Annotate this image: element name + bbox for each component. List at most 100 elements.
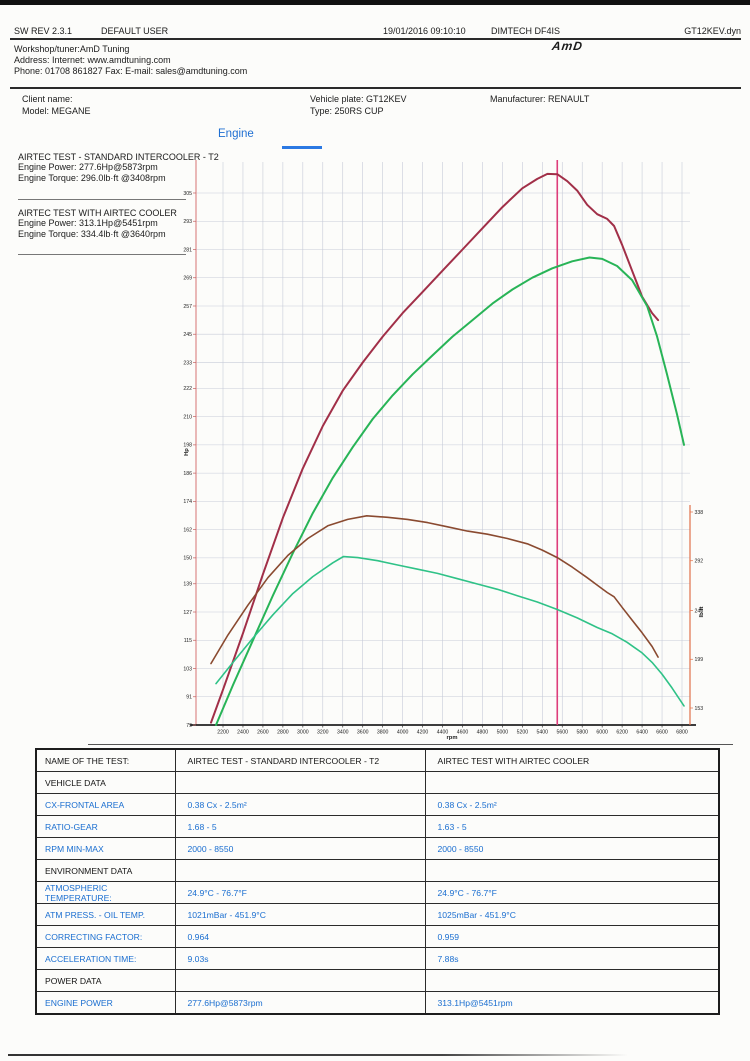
x-tick-label: 2600 (257, 730, 269, 736)
table-row: ACCELERATION TIME: 9.03s 7.88s (35, 947, 720, 970)
x-tick-label: 5800 (576, 730, 588, 736)
row-value (424, 859, 720, 882)
y-right-axis-title: lb·ft (699, 606, 705, 617)
row-value: 9.03s (174, 947, 426, 970)
legend-2-title: AIRTEC TEST WITH AIRTEC COOLER (18, 208, 177, 218)
row-value: 1025mBar - 451.9°C (424, 903, 720, 926)
x-tick-label: 3200 (317, 730, 329, 736)
y-left-tick-label: 293 (183, 219, 192, 225)
x-tick-label: 5600 (556, 730, 568, 736)
y-right-tick-label: 153 (695, 706, 704, 712)
x-tick-label: 4400 (437, 730, 449, 736)
legend-separator-2 (18, 254, 186, 255)
y-right-tick-label: 338 (695, 510, 704, 516)
row-value: 277.6Hp@5873rpm (174, 991, 426, 1015)
series-standard-power (215, 256, 685, 726)
x-tick-label: 3600 (357, 730, 369, 736)
dyno-chart: 79 91 103 115 127 139 150 162 174 186 198 210 222 233… (183, 160, 705, 741)
sw-rev: SW REV 2.3.1 (14, 26, 73, 36)
row-value: 2000 - 8550 (424, 837, 720, 860)
x-tick-label: 6000 (596, 730, 608, 736)
table-section-row: ENVIRONMENT DATA (35, 859, 720, 882)
legend-1-power: Engine Power: 277.6Hp@5873rpm (18, 162, 158, 172)
y-left-tick-label: 115 (184, 638, 192, 644)
table-top-rule (88, 744, 733, 745)
series-airtec-cooler-torque (210, 514, 659, 665)
y-left-tick-label: 245 (183, 332, 192, 338)
x-tick-label: 4600 (457, 730, 469, 736)
row-value: 0.964 (174, 925, 426, 948)
y-left-tick-label: 150 (183, 556, 192, 562)
row-label: ACCELERATION TIME: (35, 947, 176, 970)
row-value: 0.38 Cx - 2.5m² (424, 793, 720, 816)
y-left-tick-label: 222 (183, 386, 192, 392)
row-value (174, 859, 426, 882)
results-table: NAME OF THE TEST: AIRTEC TEST - STANDARD … (35, 748, 720, 1015)
y-left-tick-label: 127 (183, 610, 192, 616)
x-tick-label: 3800 (377, 730, 389, 736)
plate-block: Vehicle plate: GT12KEV Type: 250RS CUP (310, 94, 407, 117)
legend-1-title: AIRTEC TEST - STANDARD INTERCOOLER - T2 (18, 152, 219, 162)
y-right-tick-label: 245 (695, 608, 704, 614)
row-value: 0.959 (424, 925, 720, 948)
client-name: Client name: (22, 94, 73, 104)
row-label: POWER DATA (35, 969, 176, 992)
vehicle-type: Type: 250RS CUP (310, 105, 384, 116)
address-line: Address: Internet: www.amdtuning.com (14, 55, 171, 65)
y-left-tick-label: 210 (183, 414, 192, 420)
x-tick-label: 2400 (237, 730, 249, 736)
x-tick-label: 5000 (497, 730, 509, 736)
row-label: RPM MIN-MAX (35, 837, 176, 860)
axis-labels: 79 91 103 115 127 139 150 162 174 186 198 210 222 233… (183, 191, 705, 741)
phone-line: Phone: 01708 861827 Fax: E-mail: sales@a… (14, 66, 248, 76)
row-value: 7.88s (424, 947, 720, 970)
table-row: CX-FRONTAL AREA 0.38 Cx - 2.5m² 0.38 Cx - … (35, 793, 720, 816)
row-value: 1021mBar - 451.9°C (174, 903, 426, 926)
vehicle-model: Model: MEGANE (22, 105, 91, 116)
y-left-tick-label: 162 (183, 527, 192, 533)
legend-run-2: AIRTEC TEST WITH AIRTEC COOLER Engine Po… (18, 208, 177, 239)
dyn-filename: GT12KEV.dyn (684, 26, 741, 36)
x-tick-label: 5200 (517, 730, 529, 736)
row-value: 1.63 - 5 (424, 815, 720, 838)
row-value: 1.68 - 5 (174, 815, 426, 838)
row-value (174, 771, 426, 794)
header-divider (10, 87, 741, 89)
x-tick-label: 6600 (656, 730, 668, 736)
table-row: ATM PRESS. - OIL TEMP. 1021mBar - 451.9°C… (35, 903, 720, 926)
report-datetime: 19/01/2016 09:10:10 (383, 26, 466, 36)
row-label: ATMOSPHERIC TEMPERATURE: (35, 881, 176, 904)
table-row: RATIO-GEAR 1.68 - 5 1.63 - 5 (35, 815, 720, 838)
y-left-tick-label: 103 (183, 666, 192, 672)
x-tick-label: 2200 (217, 730, 229, 736)
table-row: ENGINE POWER 277.6Hp@5873rpm 313.1Hp@5451r… (35, 991, 720, 1015)
scan-top-bar (0, 0, 750, 5)
row-value: 2000 - 8550 (174, 837, 426, 860)
table-row: CORRECTING FACTOR: 0.964 0.959 (35, 925, 720, 948)
x-tick-label: 2800 (277, 730, 289, 736)
row-label: CORRECTING FACTOR: (35, 925, 176, 948)
x-axis-title: rpm (447, 735, 458, 741)
table-row: RPM MIN-MAX 2000 - 8550 2000 - 8550 (35, 837, 720, 860)
table-section-row: POWER DATA (35, 969, 720, 992)
legend-separator-1 (18, 199, 186, 200)
vehicle-plate: Vehicle plate: GT12KEV (310, 94, 407, 104)
y-left-tick-label: 139 (183, 582, 192, 588)
x-tick-label: 5400 (537, 730, 549, 736)
row-value: 24.9°C - 76.7°F (174, 881, 426, 904)
row-value: AIRTEC TEST WITH AIRTEC COOLER (424, 748, 720, 772)
y-left-tick-label: 257 (183, 304, 192, 310)
y-left-tick-label: 269 (183, 276, 192, 282)
row-label: ENGINE POWER (35, 991, 176, 1015)
row-label: VEHICLE DATA (35, 771, 176, 794)
row-value: 0.38 Cx - 2.5m² (174, 793, 426, 816)
x-tick-label: 6800 (676, 730, 688, 736)
y-left-tick-label: 79 (186, 723, 192, 729)
y-left-tick-label: 186 (183, 471, 192, 477)
row-value: 24.9°C - 76.7°F (424, 881, 720, 904)
series-airtec-cooler-power (210, 172, 660, 724)
workshop-line: Workshop/tuner:AmD Tuning (14, 44, 130, 54)
client-block: Client name: Model: MEGANE (22, 94, 91, 117)
results-table-body: NAME OF THE TEST: AIRTEC TEST - STANDARD … (35, 748, 720, 1015)
x-tick-label: 3000 (297, 730, 309, 736)
